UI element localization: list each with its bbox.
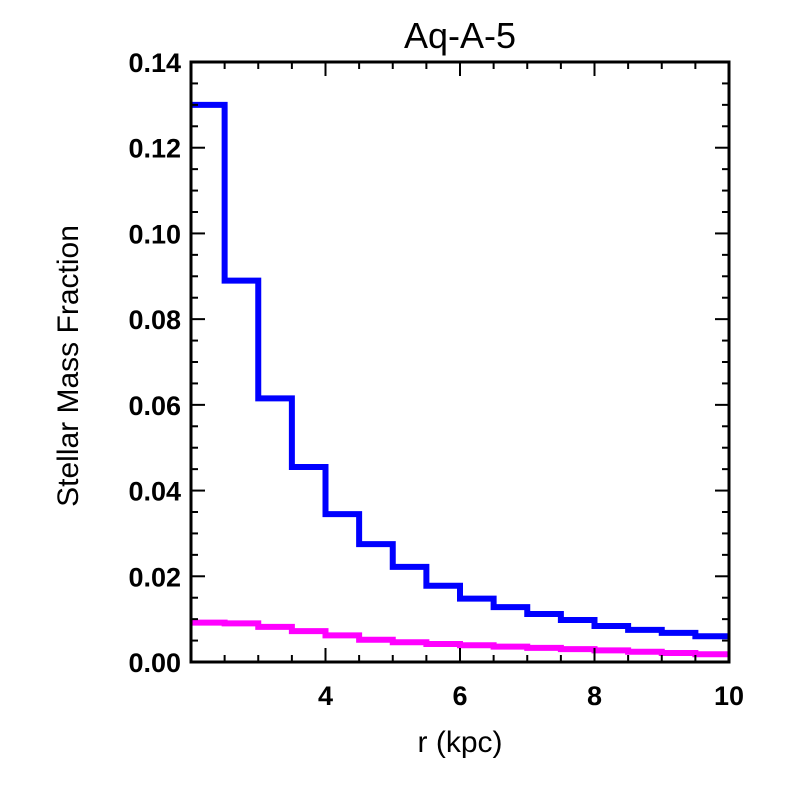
y-tick-label: 0.10 xyxy=(128,219,181,249)
chart-title: Aq-A-5 xyxy=(404,15,516,56)
y-tick-label: 0.00 xyxy=(128,648,181,678)
y-tick-label: 0.12 xyxy=(128,134,181,164)
series-line-1 xyxy=(191,101,729,640)
y-tick-label: 0.04 xyxy=(128,477,181,507)
plot-frame xyxy=(189,60,731,664)
series-layer xyxy=(191,101,729,658)
series-line-2 xyxy=(191,619,729,658)
y-tick-label: 0.08 xyxy=(128,305,181,335)
x-tick-label: 4 xyxy=(318,681,333,711)
x-axis-title: r (kpc) xyxy=(418,726,503,759)
y-tick-label: 0.02 xyxy=(128,562,181,592)
tick-label-layer: 4 6 8 10 0.00 0.02 0.04 0.06 0.08 0.10 0.12 0.14 xyxy=(128,48,744,711)
x-tick-label: 10 xyxy=(714,681,744,711)
y-axis-title: Stellar Mass Fraction xyxy=(52,225,85,507)
tick-layer xyxy=(190,61,730,663)
x-tick-label: 8 xyxy=(587,681,602,711)
y-tick-label: 0.14 xyxy=(128,48,181,78)
y-tick-label: 0.06 xyxy=(128,391,181,421)
x-tick-label: 6 xyxy=(452,681,467,711)
